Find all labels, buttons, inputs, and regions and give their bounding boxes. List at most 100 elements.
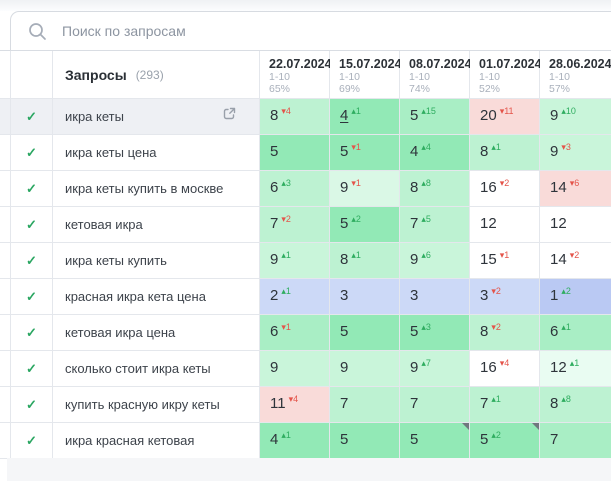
position-cell[interactable]: 2 ▴1 <box>260 279 330 315</box>
position-cell[interactable]: 8 ▾2 <box>470 315 540 351</box>
row-check-icon[interactable]: ✓ <box>11 99 53 135</box>
row-check-icon[interactable]: ✓ <box>11 279 53 315</box>
position-cell[interactable]: 9 ▴7 <box>400 351 470 387</box>
delta-up-badge: ▴10 <box>561 106 576 116</box>
row-check-icon[interactable]: ✓ <box>11 315 53 351</box>
row-check-icon[interactable]: ✓ <box>11 171 53 207</box>
position-cell[interactable]: 4 ▴4 <box>400 135 470 171</box>
position-cell[interactable]: 8 ▴8 <box>540 387 611 423</box>
query-cell[interactable]: икра красная кетовая <box>53 423 260 459</box>
position-cell[interactable]: 7 ▴5 <box>400 207 470 243</box>
queries-column-header[interactable]: Запросы (293) <box>53 51 260 99</box>
position-value: 15 <box>480 251 497 268</box>
position-cell[interactable]: 8 ▴8 <box>400 171 470 207</box>
check-icon: ✓ <box>26 432 37 448</box>
position-cell[interactable]: 12 <box>540 207 611 243</box>
position-cell[interactable]: 5 ▴15 <box>400 99 470 135</box>
check-icon: ✓ <box>26 180 37 196</box>
position-cell[interactable]: 5 <box>400 423 470 459</box>
query-cell[interactable]: икра кеты цена <box>53 135 260 171</box>
position-cell[interactable]: 5 ▾1 <box>330 135 400 171</box>
position-cell[interactable]: 8 ▴1 <box>470 135 540 171</box>
position-cell[interactable]: 5 ▴2 <box>470 423 540 459</box>
position-cell[interactable]: 6 ▴3 <box>260 171 330 207</box>
position-cell[interactable]: 7 ▾2 <box>260 207 330 243</box>
position-cell[interactable]: 5 <box>330 315 400 351</box>
search-input[interactable] <box>60 22 484 40</box>
position-cell[interactable]: 9 ▾3 <box>540 135 611 171</box>
query-cell[interactable]: икра кеты <box>53 99 260 135</box>
position-cell[interactable]: 15 ▾1 <box>470 243 540 279</box>
position-cell[interactable]: 4 ▴1 <box>330 99 400 135</box>
position-cell[interactable]: 8 ▴1 <box>330 243 400 279</box>
position-cell[interactable]: 7 <box>540 423 611 459</box>
query-cell[interactable]: купить красную икру кеты <box>53 387 260 423</box>
position-cell[interactable]: 3 ▾2 <box>470 279 540 315</box>
position-cell[interactable]: 16 ▾4 <box>470 351 540 387</box>
external-link-icon[interactable] <box>222 106 237 121</box>
position-cell[interactable]: 9 <box>330 351 400 387</box>
position-cell[interactable]: 5 ▴2 <box>330 207 400 243</box>
position-cell[interactable]: 9 ▴10 <box>540 99 611 135</box>
row-spacer-cell <box>0 351 11 387</box>
query-cell[interactable]: кетовая икра <box>53 207 260 243</box>
row-check-icon[interactable]: ✓ <box>11 351 53 387</box>
delta-down-badge: ▾2 <box>569 250 580 260</box>
position-cell[interactable]: 7 <box>330 387 400 423</box>
position-cell[interactable]: 9 <box>260 351 330 387</box>
date-column-header[interactable]: 28.06.2024 1-10 57% <box>540 51 611 99</box>
position-cell[interactable]: 7 <box>400 387 470 423</box>
position-value: 11 <box>270 395 286 412</box>
position-cell[interactable]: 14 ▾6 <box>540 171 611 207</box>
position-value: 1 <box>550 287 559 304</box>
position-cell[interactable]: 9 ▴6 <box>400 243 470 279</box>
position-value: 14 <box>550 179 567 196</box>
position-cell[interactable]: 1 ▴2 <box>540 279 611 315</box>
delta-up-badge: ▴2 <box>351 214 361 224</box>
delta-up-badge: ▴6 <box>421 250 431 260</box>
position-value: 4 <box>410 143 419 160</box>
row-check-icon[interactable]: ✓ <box>11 243 53 279</box>
position-cell[interactable]: 12 <box>470 207 540 243</box>
position-cell[interactable]: 8 ▾4 <box>260 99 330 135</box>
date-label: 22.07.2024 <box>269 57 332 71</box>
row-check-icon[interactable]: ✓ <box>11 135 53 171</box>
position-cell[interactable]: 4 ▴1 <box>260 423 330 459</box>
query-cell[interactable]: кетовая икра цена <box>53 315 260 351</box>
position-cell[interactable]: 14 ▾2 <box>540 243 611 279</box>
position-cell[interactable]: 3 <box>330 279 400 315</box>
query-cell[interactable]: красная икра кета цена <box>53 279 260 315</box>
position-value: 4 <box>270 431 279 448</box>
date-column-header[interactable]: 08.07.2024 1-10 74% <box>400 51 472 99</box>
position-cell[interactable]: 5 ▴3 <box>400 315 470 351</box>
row-check-icon[interactable]: ✓ <box>11 207 53 243</box>
position-cell[interactable]: 3 <box>400 279 470 315</box>
date-column-header[interactable]: 22.07.2024 1-10 65% <box>260 51 332 99</box>
position-cell[interactable]: 7 ▴1 <box>470 387 540 423</box>
query-cell[interactable]: сколько стоит икра кеты <box>53 351 260 387</box>
position-cell[interactable]: 11 ▾4 <box>260 387 330 423</box>
query-cell[interactable]: икра кеты купить <box>53 243 260 279</box>
position-cell[interactable]: 16 ▾2 <box>470 171 540 207</box>
position-cell[interactable]: 6 ▴1 <box>540 315 611 351</box>
date-column-header[interactable]: 01.07.2024 1-10 52% <box>470 51 542 99</box>
position-cell[interactable]: 5 <box>260 135 330 171</box>
delta-up-badge: ▴5 <box>421 214 431 224</box>
position-cell[interactable]: 9 ▾1 <box>330 171 400 207</box>
date-column-header[interactable]: 15.07.2024 1-10 69% <box>330 51 402 99</box>
delta-down-badge: ▾2 <box>491 286 501 296</box>
check-icon: ✓ <box>26 252 37 268</box>
query-cell[interactable]: икра кеты купить в москве <box>53 171 260 207</box>
position-cell[interactable]: 6 ▾1 <box>260 315 330 351</box>
row-spacer-cell <box>0 279 11 315</box>
visibility-percent-label: 69% <box>339 83 361 95</box>
position-cell[interactable]: 5 <box>330 423 400 459</box>
position-value: 4 <box>340 107 349 124</box>
position-cell[interactable]: 9 ▴1 <box>260 243 330 279</box>
position-cell[interactable]: 12 ▴1 <box>540 351 611 387</box>
position-cell[interactable]: 20 ▾11 <box>470 99 540 135</box>
position-value: 9 <box>410 251 419 268</box>
row-check-icon[interactable]: ✓ <box>11 423 53 459</box>
visibility-percent-label: 74% <box>409 83 431 95</box>
row-check-icon[interactable]: ✓ <box>11 387 53 423</box>
